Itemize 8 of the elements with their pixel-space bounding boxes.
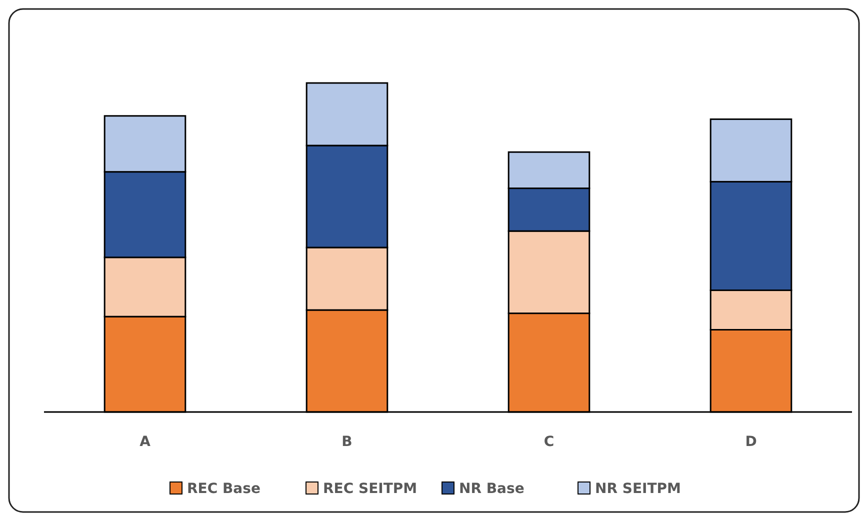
x-tick-label: D: [745, 434, 757, 450]
legend-label: NR SEITPM: [595, 481, 681, 497]
legend-label: REC Base: [187, 481, 260, 497]
x-tick-label: A: [140, 434, 151, 450]
legend-label: NR Base: [459, 481, 524, 497]
x-tick-label: C: [544, 434, 554, 450]
legend-label: REC SEITPM: [323, 481, 418, 497]
x-tick-label: B: [342, 434, 352, 450]
